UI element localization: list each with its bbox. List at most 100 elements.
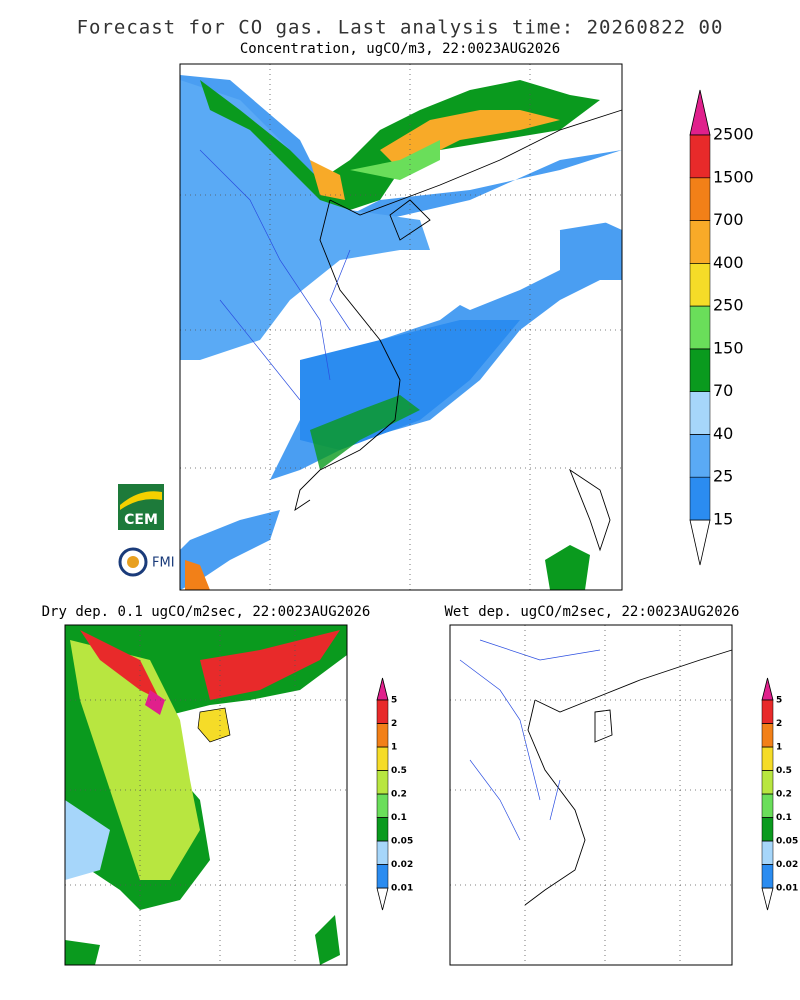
colorbar-label: 1500 (713, 167, 754, 186)
colorbar-segment (689, 434, 711, 478)
colorbar-segment (689, 476, 711, 521)
colorbar-label: 0.5 (391, 766, 407, 776)
colorbar-segment (376, 746, 389, 771)
colorbar-segment (761, 817, 774, 842)
colorbar-segment (761, 770, 774, 795)
colorbar-label: 400 (713, 253, 744, 272)
colorbar-over (689, 89, 711, 136)
map-frame (64, 624, 348, 966)
clear-area (570, 170, 622, 230)
colorbar-label: 250 (713, 296, 744, 315)
fmi-logo: FMI (118, 547, 175, 577)
colorbar-segment (689, 134, 711, 179)
logo-text: FMI (152, 556, 175, 571)
colorbar-label: 0.2 (391, 790, 407, 800)
plume (310, 110, 560, 200)
colorbar-label: 0.05 (391, 837, 413, 847)
colorbar-label: 25 (713, 467, 733, 486)
figure-title: Forecast for CO gas. Last analysis time:… (77, 17, 724, 39)
colorbar-segment (376, 770, 389, 795)
river (199, 149, 351, 401)
colorbar-label: 700 (713, 210, 744, 229)
wet-deposition-map (449, 624, 733, 966)
colorbar-label: 70 (713, 381, 733, 400)
logo-swoosh (120, 491, 162, 510)
colorbar-label: 0.1 (776, 813, 792, 823)
deposition (145, 690, 165, 715)
colorbar-segment (689, 391, 711, 435)
colorbar-label: 2 (391, 719, 397, 729)
dry-deposition-map (64, 624, 348, 966)
plume (545, 545, 590, 590)
plume (180, 80, 430, 360)
deposition (80, 630, 340, 700)
colorbar-segment (761, 746, 774, 771)
colorbar-segment (689, 305, 711, 350)
colorbar-label: 1 (776, 743, 782, 753)
panel-title: Wet dep. ugCO/m2sec, 22:0023AUG2026 (444, 604, 739, 620)
panel-title: Concentration, ugCO/m3, 22:0023AUG2026 (240, 41, 560, 57)
colorbar-segment (689, 220, 711, 264)
map-background (450, 625, 732, 965)
colorbar-label: 0.02 (391, 860, 413, 870)
coastline (294, 109, 623, 552)
deposition (65, 800, 110, 880)
colorbar-label: 2 (776, 719, 782, 729)
colorbar: 0.01 0.02 0.05 0.1 0.2 0.5 1 2 5 (761, 677, 798, 911)
colorbar-segment (689, 177, 711, 221)
colorbar-under (376, 887, 389, 911)
colorbar-over (376, 677, 389, 701)
colorbar-label: 1 (391, 743, 397, 753)
logo-text: CEM (124, 512, 158, 528)
map-frame (449, 624, 733, 966)
logo-circle (127, 556, 139, 568)
colorbar-label: 0.2 (776, 790, 792, 800)
plume (310, 395, 420, 470)
colorbar-label: 15 (713, 510, 733, 529)
deposition (70, 640, 200, 880)
colorbar-segment (761, 793, 774, 818)
colorbar-label: 5 (391, 696, 397, 706)
colorbar-segment (376, 723, 389, 748)
colorbar-segment (689, 348, 711, 392)
colorbar-segment (761, 699, 774, 724)
river (459, 639, 601, 841)
colorbar-under (689, 519, 711, 566)
colorbar-segment (376, 817, 389, 842)
grid-line (450, 625, 732, 965)
colorbar-label: 2500 (713, 125, 754, 144)
grid-line (180, 64, 622, 590)
colorbar-segment (761, 840, 774, 865)
colorbar-label: 0.02 (776, 860, 798, 870)
plume (185, 560, 210, 590)
colorbar-label: 0.01 (391, 884, 413, 894)
island (197, 707, 231, 743)
grid-line (65, 625, 347, 965)
colorbar-label: 5 (776, 696, 782, 706)
colorbar-segment (761, 864, 774, 889)
cem-logo: CEM (118, 484, 164, 530)
colorbar-under (761, 887, 774, 911)
colorbar-label: 40 (713, 424, 733, 443)
colorbar-segment (761, 723, 774, 748)
colorbar-segment (376, 699, 389, 724)
colorbar-label: 0.05 (776, 837, 798, 847)
clear-area (450, 230, 560, 310)
colorbar-segment (689, 263, 711, 307)
colorbar-label: 0.5 (776, 766, 792, 776)
colorbar-over (761, 677, 774, 701)
colorbar-label: 0.01 (776, 884, 798, 894)
colorbar: 0.01 0.02 0.05 0.1 0.2 0.5 1 2 5 (376, 677, 413, 911)
plume (180, 510, 280, 590)
colorbar-segment (376, 864, 389, 889)
map-frame (179, 63, 623, 591)
colorbar-label: 0.1 (391, 813, 407, 823)
colorbar: 15 25 40 70 150 250 400 700 1500 2500 (689, 89, 754, 566)
panel-title: Dry dep. 0.1 ugCO/m2sec, 22:0023AUG2026 (42, 604, 371, 620)
deposition (65, 915, 340, 965)
colorbar-label: 150 (713, 338, 744, 357)
plume (350, 140, 440, 180)
colorbar-segment (376, 793, 389, 818)
